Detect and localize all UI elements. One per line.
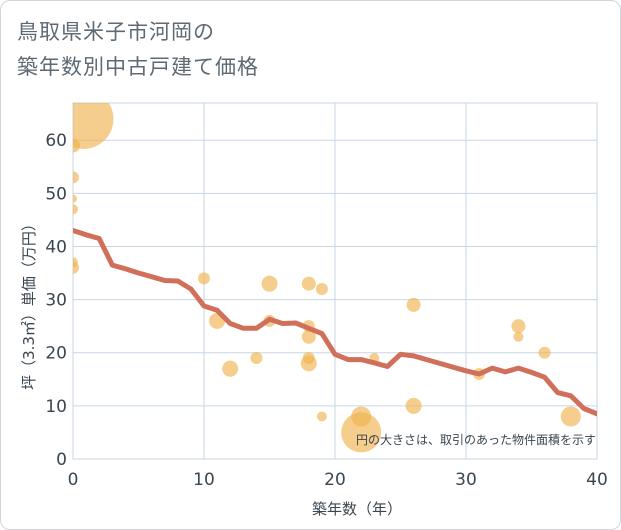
trend-layer (73, 228, 597, 417)
bubble-point (198, 272, 210, 285)
bubble-point (511, 319, 526, 334)
bubble-point (250, 352, 263, 365)
grid (72, 102, 598, 460)
y-tick-label: 30 (45, 291, 67, 311)
y-tick-label: 40 (45, 237, 67, 257)
bubble-point (73, 138, 80, 153)
bubble-point (73, 261, 79, 274)
bubble-point (341, 412, 382, 453)
y-tick-label: 50 (45, 184, 67, 204)
bubble-point (73, 194, 77, 203)
bubble-point (315, 282, 328, 295)
bubble-point (301, 276, 316, 291)
y-tick-label: 10 (45, 397, 67, 417)
x-tick-label: 40 (586, 470, 608, 490)
bubble-point (300, 355, 317, 372)
y-tick-label: 0 (56, 450, 67, 470)
bubble-point (73, 204, 78, 215)
x-axis-label: 築年数（年） (312, 500, 402, 518)
bubble-layer (73, 103, 581, 453)
size-legend-note: 円の大きさは、取引のあった物件面積を示す (356, 432, 596, 447)
bubble-point (513, 331, 524, 342)
y-tick-label: 20 (45, 344, 67, 364)
chart-title-line-1: 鳥取県米子市河岡の (17, 20, 215, 44)
bubble-point (316, 411, 327, 422)
bubble-point (261, 275, 278, 292)
bubble-point (538, 346, 551, 359)
bubble-point (406, 297, 421, 312)
bubble-point (405, 397, 422, 414)
bubble-point (560, 406, 581, 427)
y-tick-label: 60 (45, 131, 67, 151)
tick-labels: 0 10 20 30 40 0 10 20 30 40 50 60 (45, 131, 607, 490)
trend-line (73, 228, 597, 417)
x-tick-label: 20 (324, 470, 346, 490)
x-tick-label: 10 (193, 470, 215, 490)
y-axis-label: 坪（3.3㎡）単価（万円） (20, 216, 38, 390)
bubble-point (301, 329, 316, 344)
x-tick-label: 30 (455, 470, 477, 490)
chart-title-line-2: 築年数別中古戸建て価格 (17, 55, 259, 79)
bubble-point (222, 360, 239, 377)
bubble-point (73, 171, 79, 184)
x-tick-label: 0 (68, 470, 79, 490)
chart-title: 鳥取県米子市河岡の 築年数別中古戸建て価格 (17, 15, 259, 85)
bubble-point (73, 103, 114, 149)
